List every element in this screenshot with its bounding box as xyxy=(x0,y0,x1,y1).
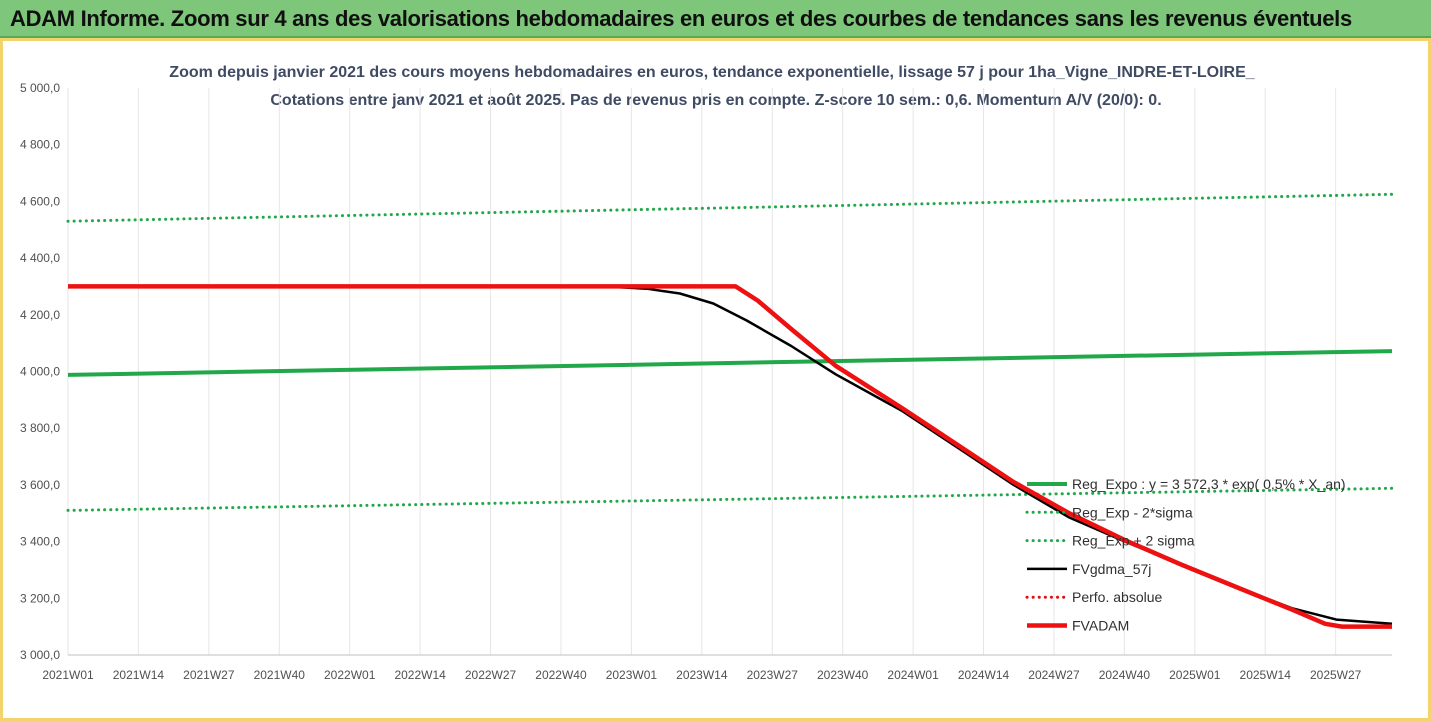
x-tick-label: 2021W01 xyxy=(42,668,94,682)
x-tick-label: 2021W27 xyxy=(183,668,235,682)
x-tick-label: 2021W14 xyxy=(113,668,165,682)
x-axis: 2021W01 2021W14 2021W27 2021W40 2022W01 2022W… xyxy=(42,654,1392,682)
x-tick-label: 2022W01 xyxy=(324,668,376,682)
chart-title-line-1: Zoom depuis janvier 2021 des cours moyen… xyxy=(169,64,1255,81)
y-tick-label: 3 200,0 xyxy=(20,591,60,605)
y-tick-label: 5 000,0 xyxy=(20,81,60,95)
x-tick-label: 2023W14 xyxy=(676,668,728,682)
series-line-3 xyxy=(68,285,1393,626)
chart-series xyxy=(66,192,1394,629)
y-axis: 5 000,0 4 800,0 4 600,0 4 400,0 4 200,0 4 000… xyxy=(20,81,60,662)
y-tick-label: 4 800,0 xyxy=(20,138,60,152)
x-tick-label: 2025W14 xyxy=(1240,668,1292,682)
y-tick-label: 4 600,0 xyxy=(20,194,60,208)
y-tick-label: 4 200,0 xyxy=(20,308,60,322)
x-tick-label: 2021W40 xyxy=(254,668,306,682)
chart-legend: Reg_Expo : y = 3 572,3 * exp( 0,5% * X_a… xyxy=(1025,476,1346,634)
x-tick-label: 2022W14 xyxy=(394,668,446,682)
legend-label: FVgdma_57j xyxy=(1072,561,1151,577)
y-tick-label: 3 000,0 xyxy=(20,648,60,662)
x-tick-label: 2025W27 xyxy=(1310,668,1362,682)
y-tick-label: 3 800,0 xyxy=(20,421,60,435)
x-tick-label: 2023W01 xyxy=(606,668,658,682)
legend-label: Reg_Expo : y = 3 572,3 * exp( 0,5% * X_a… xyxy=(1072,476,1346,492)
x-tick-label: 2022W40 xyxy=(535,668,587,682)
legend-label: Reg_Exp + 2 sigma xyxy=(1072,533,1195,549)
y-tick-label: 4 000,0 xyxy=(20,365,60,379)
series-line-2 xyxy=(66,192,1394,223)
legend-label: FVADAM xyxy=(1072,618,1129,634)
x-tick-label: 2024W40 xyxy=(1099,668,1151,682)
x-tick-label: 2024W27 xyxy=(1028,668,1080,682)
y-tick-label: 3 400,0 xyxy=(20,535,60,549)
chart-frame xyxy=(0,38,1431,721)
report-banner: ADAM Informe. Zoom sur 4 ans des valoris… xyxy=(0,0,1431,38)
x-tick-label: 2024W01 xyxy=(887,668,939,682)
y-tick-label: 4 400,0 xyxy=(20,251,60,265)
report-title: ADAM Informe. Zoom sur 4 ans des valoris… xyxy=(10,6,1352,31)
legend-label: Perfo. absolue xyxy=(1072,589,1162,605)
y-tick-label: 3 600,0 xyxy=(20,478,60,492)
series-line-0 xyxy=(67,349,1393,377)
x-tick-label: 2023W40 xyxy=(817,668,869,682)
x-tick-label: 2022W27 xyxy=(465,668,517,682)
series-line-1 xyxy=(66,486,1394,512)
legend-label: Reg_Exp - 2*sigma xyxy=(1072,504,1193,520)
chart-title-line-2: Cotations entre janv 2021 et août 2025. … xyxy=(270,92,1161,109)
x-tick-label: 2025W01 xyxy=(1169,668,1221,682)
x-tick-label: 2024W14 xyxy=(958,668,1010,682)
series-line-5 xyxy=(68,284,1392,629)
x-tick-label: 2023W27 xyxy=(747,668,799,682)
